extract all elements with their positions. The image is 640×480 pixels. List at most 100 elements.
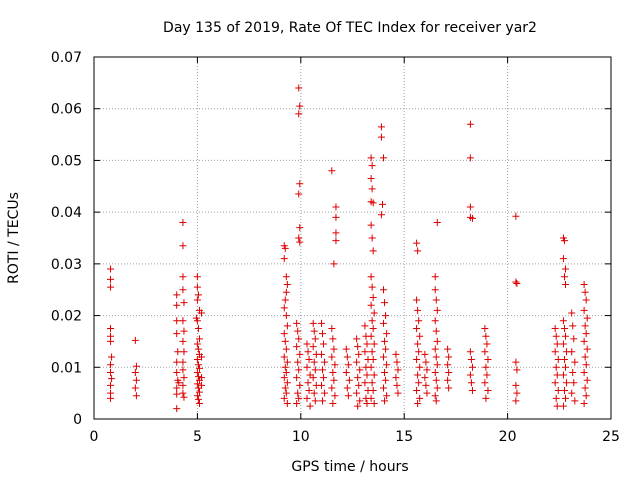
data-point xyxy=(173,384,181,392)
data-point xyxy=(310,327,318,335)
data-point xyxy=(513,366,521,374)
data-point xyxy=(481,325,489,332)
data-point xyxy=(107,275,115,283)
data-point xyxy=(381,368,389,376)
data-point xyxy=(368,162,376,170)
data-point xyxy=(370,399,378,407)
data-point xyxy=(414,247,422,255)
data-point xyxy=(282,288,290,296)
data-point xyxy=(173,358,181,366)
data-point xyxy=(512,358,520,366)
data-point xyxy=(294,327,302,335)
data-point xyxy=(367,332,375,340)
data-point xyxy=(483,371,491,379)
data-point xyxy=(432,376,440,384)
plot-frame xyxy=(93,56,612,420)
data-point xyxy=(194,395,202,403)
data-point xyxy=(344,361,352,369)
data-point xyxy=(295,394,303,402)
data-point xyxy=(581,353,589,361)
data-point xyxy=(554,356,562,364)
data-point xyxy=(295,366,303,374)
data-point xyxy=(320,340,328,348)
data-point xyxy=(328,384,336,392)
data-point xyxy=(369,356,377,364)
data-point xyxy=(512,397,520,405)
data-point xyxy=(394,366,402,374)
data-point xyxy=(513,280,521,288)
data-point xyxy=(393,381,401,389)
data-point xyxy=(377,123,385,131)
data-point xyxy=(293,319,301,327)
data-point xyxy=(433,306,441,314)
data-point xyxy=(415,379,423,387)
grid-lines xyxy=(94,57,611,419)
data-point xyxy=(195,399,203,407)
data-point xyxy=(331,392,339,400)
data-point xyxy=(332,229,340,237)
data-point xyxy=(311,335,319,343)
data-point xyxy=(422,358,430,366)
data-point xyxy=(368,317,376,325)
data-point xyxy=(355,381,363,389)
data-point xyxy=(180,327,188,335)
data-point xyxy=(553,340,561,348)
data-point xyxy=(309,319,317,327)
data-point xyxy=(361,379,369,387)
data-point xyxy=(132,362,140,370)
data-point xyxy=(295,234,303,242)
data-point xyxy=(198,309,206,317)
data-point xyxy=(392,374,400,382)
data-point xyxy=(320,374,328,382)
data-point xyxy=(194,373,202,381)
data-point xyxy=(466,120,474,128)
data-point xyxy=(198,381,206,389)
data-point xyxy=(367,273,375,281)
data-point xyxy=(294,389,302,397)
data-point xyxy=(582,361,590,369)
data-point xyxy=(281,296,289,304)
data-point xyxy=(559,402,567,410)
data-point xyxy=(580,281,588,289)
data-point xyxy=(311,397,319,405)
data-point xyxy=(568,389,576,397)
y-tick-label: 0 xyxy=(73,412,82,428)
data-point xyxy=(131,336,139,344)
data-point xyxy=(195,335,203,343)
data-point xyxy=(179,366,187,374)
data-point xyxy=(369,247,377,255)
data-point xyxy=(282,389,290,397)
data-point xyxy=(295,190,303,198)
data-point xyxy=(380,384,388,392)
data-point xyxy=(571,397,579,405)
data-point xyxy=(382,376,390,384)
data-point xyxy=(551,379,559,387)
data-point xyxy=(131,384,139,392)
data-point xyxy=(107,368,115,376)
data-point xyxy=(367,394,375,402)
data-point xyxy=(180,299,188,307)
data-point xyxy=(569,322,577,330)
data-point xyxy=(551,348,559,356)
data-point xyxy=(422,381,430,389)
data-point xyxy=(560,387,568,395)
data-point xyxy=(175,379,183,387)
data-point xyxy=(512,212,520,220)
data-point xyxy=(193,392,201,400)
data-point xyxy=(382,345,390,353)
data-point xyxy=(179,337,187,345)
data-point xyxy=(317,381,325,389)
data-point xyxy=(330,376,338,384)
data-point xyxy=(173,301,181,309)
x-tick-label: 20 xyxy=(499,429,517,445)
data-point xyxy=(553,402,561,410)
data-point xyxy=(280,304,288,312)
data-point xyxy=(468,363,476,371)
data-point xyxy=(193,283,201,291)
data-point xyxy=(413,296,421,304)
data-point xyxy=(483,340,491,348)
x-tick-label: 0 xyxy=(90,429,99,445)
data-point xyxy=(311,366,319,374)
data-point xyxy=(280,330,288,338)
data-point xyxy=(369,293,377,301)
